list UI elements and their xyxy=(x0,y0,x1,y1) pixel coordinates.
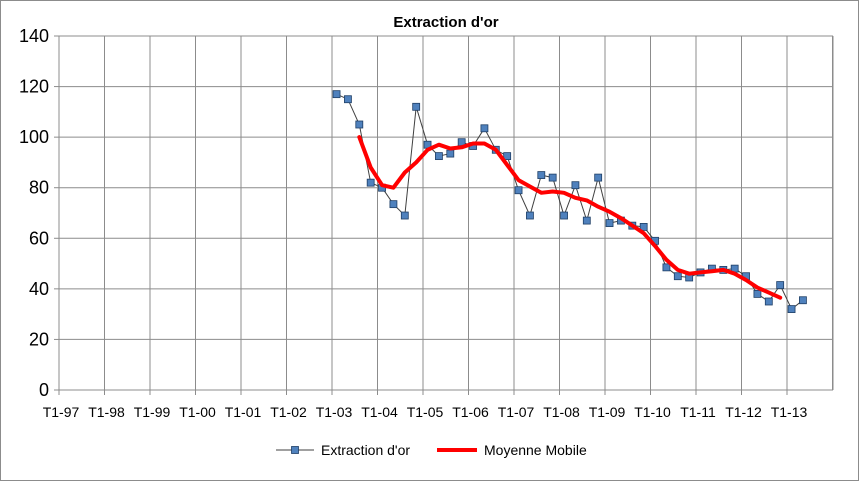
data-point xyxy=(582,216,591,225)
data-point xyxy=(799,296,807,305)
x-tick-label: T1-99 xyxy=(134,404,171,420)
legend-entry-moving-average: Moyenne Mobile xyxy=(437,442,587,458)
series-extraction xyxy=(332,90,807,313)
data-point xyxy=(400,211,409,220)
data-point xyxy=(571,181,580,190)
data-point xyxy=(514,186,523,195)
legend-marker-extraction xyxy=(291,446,299,454)
x-tick-label: T1-04 xyxy=(361,404,398,420)
data-point xyxy=(787,305,796,313)
y-tick-label: 0 xyxy=(39,380,49,400)
y-axis: 0 20 40 60 80 100 120 140 xyxy=(19,26,60,400)
data-point xyxy=(503,152,512,161)
data-point xyxy=(605,219,614,228)
x-tick-label: T1-05 xyxy=(407,404,444,420)
x-tick-label: T1-00 xyxy=(179,404,216,420)
legend: Extraction d'or Moyenne Mobile xyxy=(276,442,587,458)
data-point xyxy=(366,178,375,187)
legend-entry-extraction: Extraction d'or xyxy=(276,442,410,458)
data-point xyxy=(344,95,352,104)
y-tick-label: 100 xyxy=(19,127,49,147)
data-point xyxy=(753,290,762,298)
x-tick-label: T1-11 xyxy=(680,404,716,420)
y-tick-label: 40 xyxy=(29,279,49,299)
series-moving-average xyxy=(357,135,783,300)
y-tick-label: 80 xyxy=(29,178,49,198)
chart-title: Extraction d'or xyxy=(393,14,498,31)
data-point xyxy=(332,90,341,99)
y-tick-label: 20 xyxy=(29,329,49,349)
data-point xyxy=(548,173,557,182)
x-tick-label: T1-01 xyxy=(225,404,262,420)
x-tick-label: T1-02 xyxy=(270,404,307,420)
x-tick-label: T1-97 xyxy=(43,404,80,420)
x-tick-label: T1-10 xyxy=(634,404,671,420)
legend-label-moving-average: Moyenne Mobile xyxy=(484,442,587,458)
x-axis: T1-97 T1-98 T1-99 T1-00 T1-01 T1-02 T1-03 T1-04… xyxy=(43,389,833,420)
x-tick-label: T1-12 xyxy=(725,404,762,420)
x-tick-label: T1-08 xyxy=(543,404,580,420)
x-tick-label: T1-09 xyxy=(589,404,626,420)
x-tick-label: T1-13 xyxy=(771,404,808,420)
series-moving-average-line xyxy=(357,135,783,300)
y-tick-label: 60 xyxy=(29,228,49,248)
plot-area xyxy=(59,36,833,390)
x-tick-label: T1-06 xyxy=(452,404,489,420)
data-point xyxy=(480,124,489,133)
data-point xyxy=(446,149,455,158)
data-point xyxy=(560,211,568,220)
data-point xyxy=(639,223,648,231)
data-point xyxy=(526,211,534,220)
data-point xyxy=(594,173,603,182)
x-tick-label: T1-03 xyxy=(316,404,353,420)
y-tick-label: 120 xyxy=(19,77,49,97)
series-layer xyxy=(332,90,807,313)
data-point xyxy=(412,102,421,111)
y-tick-label: 140 xyxy=(19,26,49,46)
data-point xyxy=(662,263,671,272)
data-point xyxy=(764,297,773,306)
plot-background xyxy=(59,36,833,390)
data-point xyxy=(776,281,785,289)
gridlines xyxy=(59,35,834,390)
data-point xyxy=(435,152,443,161)
x-tick-label: T1-98 xyxy=(88,404,125,420)
x-tick-label: T1-07 xyxy=(498,404,535,420)
data-point xyxy=(355,120,364,129)
data-point xyxy=(673,272,682,281)
data-point xyxy=(537,171,546,179)
data-point xyxy=(389,200,398,209)
legend-label-extraction: Extraction d'or xyxy=(321,442,410,458)
